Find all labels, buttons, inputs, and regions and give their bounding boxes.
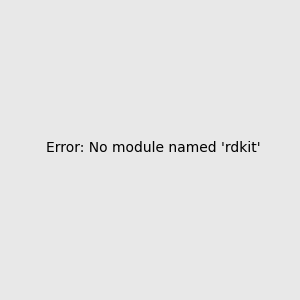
Text: Error: No module named 'rdkit': Error: No module named 'rdkit' bbox=[46, 140, 261, 154]
